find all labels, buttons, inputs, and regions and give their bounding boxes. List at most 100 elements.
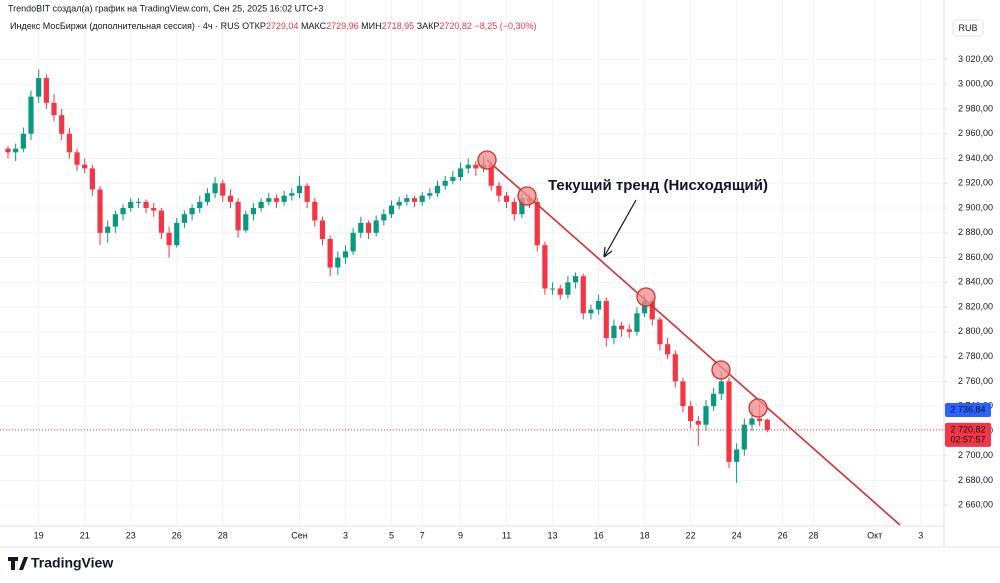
y-tick-label: 2 680,00 [958, 475, 993, 485]
symbol: Индекс МосБиржи (дополнительная сессия) … [10, 21, 240, 31]
candle-body [120, 208, 126, 215]
candle-body [281, 195, 287, 202]
x-tick-label: 19 [34, 530, 44, 540]
candle-body [442, 180, 448, 186]
y-tick-label: 3 020,00 [958, 54, 993, 64]
logo-mark [8, 557, 28, 570]
candle-body [764, 419, 770, 430]
candle-body [350, 232, 356, 252]
candle-body [473, 164, 479, 169]
low-value: 2718,95 [382, 21, 415, 31]
candle-body [450, 177, 456, 181]
candle-body [711, 393, 717, 407]
candles [5, 69, 770, 483]
touch-point [711, 360, 731, 380]
candle-body [726, 381, 732, 462]
close-label: ЗАКР [417, 21, 440, 31]
candle-body [703, 406, 709, 425]
candle-body [741, 424, 747, 450]
candle-body [542, 245, 548, 289]
touch-point [636, 287, 656, 307]
x-tick-label: 11 [502, 530, 511, 540]
x-tick-label: 22 [686, 530, 696, 540]
candle-body [197, 201, 203, 209]
candle-body [718, 381, 724, 394]
candle-body [335, 257, 341, 268]
candle-body [611, 325, 617, 339]
x-tick-label: 26 [172, 530, 182, 540]
candle-body [549, 288, 556, 290]
touch-points [477, 150, 768, 418]
last-price-label: 2 720,82 [950, 424, 985, 434]
candle-body [273, 198, 280, 202]
x-tick-label: 23 [126, 530, 136, 540]
touch-point [477, 150, 497, 170]
currency-box[interactable] [952, 19, 984, 37]
candle-body [189, 208, 195, 215]
y-tick-label: 2 660,00 [958, 500, 993, 510]
candle-body [634, 313, 640, 332]
candle-body [404, 198, 410, 202]
candle-body [595, 300, 602, 310]
candle-body [434, 185, 441, 194]
y-tick-label: 3 000,00 [958, 79, 993, 89]
candle-body [342, 251, 349, 258]
candle-body [695, 421, 701, 425]
close-value: 2720,82 [439, 21, 472, 31]
candle-body [649, 300, 655, 320]
candle-body [43, 78, 49, 103]
y-tick-label: 2 700,00 [958, 450, 993, 460]
candle-body [619, 325, 625, 330]
candle-body [657, 319, 663, 345]
candle-body [266, 198, 272, 202]
x-tick-label: 28 [218, 530, 228, 540]
candle-body [66, 133, 72, 153]
y-tick-label: 2 820,00 [958, 301, 993, 311]
open-label: ОТКР [242, 21, 266, 31]
low-label: МИН [361, 21, 381, 31]
candle-body [151, 208, 157, 211]
x-tick-label: 3 [343, 530, 348, 540]
currency[interactable]: RUB [958, 23, 977, 33]
x-tick-label: 16 [594, 530, 604, 540]
candle-body [734, 449, 740, 462]
credit: TrendoBIT создал(а) график на TradingVie… [8, 3, 323, 13]
candle-body [757, 418, 763, 421]
candle-body [143, 201, 149, 209]
candle-body [5, 148, 11, 153]
candle-body [603, 300, 609, 339]
y-tick-label: 2 900,00 [958, 202, 993, 212]
candle-body [519, 198, 525, 215]
candle-body [20, 133, 26, 149]
candle-body [358, 222, 364, 233]
candle-body [112, 214, 118, 227]
logo: TradingView [8, 555, 113, 571]
candle-body [319, 220, 326, 239]
candle-body [457, 168, 464, 178]
touch-point [517, 186, 537, 206]
candle-body [572, 276, 579, 283]
y-tick-label: 2 920,00 [958, 178, 993, 188]
candle-body [174, 222, 180, 246]
candle-body [181, 214, 188, 223]
x-tick-label: 28 [808, 530, 818, 540]
candle-body [588, 309, 594, 314]
candle-body [626, 329, 632, 332]
y-tick-label: 2 940,00 [958, 153, 993, 163]
y-tick-label: 2 860,00 [958, 252, 993, 262]
candle-body [381, 214, 387, 221]
x-tick-label: 21 [80, 530, 90, 540]
candle-body [258, 201, 264, 209]
candle-body [488, 164, 494, 186]
countdown: 02:57:57 [950, 434, 985, 444]
x-tick-label: 24 [732, 530, 742, 540]
marker-price-box [945, 403, 991, 418]
candle-body [373, 220, 379, 233]
candle-body [511, 201, 517, 215]
change: −8,25 (−0,30%) [474, 21, 536, 31]
grid [0, 0, 944, 526]
y-tick-label: 2 960,00 [958, 128, 993, 138]
y-tick-label: 2 760,00 [958, 376, 993, 386]
candle-body [411, 198, 418, 202]
